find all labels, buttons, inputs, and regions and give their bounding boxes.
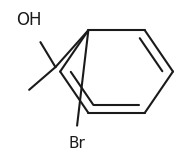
Text: Br: Br — [69, 136, 86, 151]
Text: OH: OH — [16, 11, 42, 29]
